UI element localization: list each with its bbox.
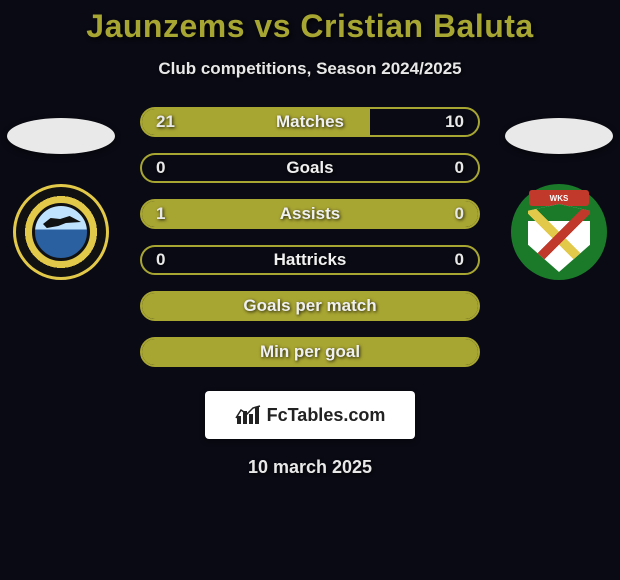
stat-left-value: 21 — [156, 112, 175, 132]
stat-label: Min per goal — [260, 342, 360, 362]
left-player-column — [6, 118, 116, 280]
stat-label: Assists — [280, 204, 340, 224]
attribution-badge: FcTables.com — [205, 391, 415, 439]
infographic-root: Jaunzems vs Cristian Baluta Club competi… — [0, 0, 620, 478]
page-title: Jaunzems vs Cristian Baluta — [0, 8, 620, 45]
stat-row: 1 Assists 0 — [140, 199, 480, 229]
stat-right-value: 10 — [445, 112, 464, 132]
right-player-column: WKS — [504, 118, 614, 280]
chart-icon — [235, 404, 261, 426]
stat-left-value: 1 — [156, 204, 165, 224]
stat-row: 21 Matches 10 — [140, 107, 480, 137]
page-subtitle: Club competitions, Season 2024/2025 — [0, 59, 620, 79]
stat-row: 0 Hattricks 0 — [140, 245, 480, 275]
right-player-photo-placeholder — [505, 118, 613, 154]
stat-right-value: 0 — [455, 204, 464, 224]
stat-right-value: 0 — [455, 158, 464, 178]
left-player-photo-placeholder — [7, 118, 115, 154]
stat-left-value: 0 — [156, 158, 165, 178]
right-team-crest: WKS — [511, 184, 607, 280]
stat-right-value: 0 — [455, 250, 464, 270]
left-team-crest — [13, 184, 109, 280]
stat-row: Min per goal — [140, 337, 480, 367]
date-text: 10 march 2025 — [0, 457, 620, 478]
right-crest-banner: WKS — [529, 190, 589, 206]
attribution-text: FcTables.com — [267, 405, 386, 426]
stat-label: Goals — [286, 158, 333, 178]
stat-row: 0 Goals 0 — [140, 153, 480, 183]
stat-label: Goals per match — [243, 296, 376, 316]
stat-left-value: 0 — [156, 250, 165, 270]
stat-label: Hattricks — [274, 250, 347, 270]
stat-row: Goals per match — [140, 291, 480, 321]
stat-label: Matches — [276, 112, 344, 132]
